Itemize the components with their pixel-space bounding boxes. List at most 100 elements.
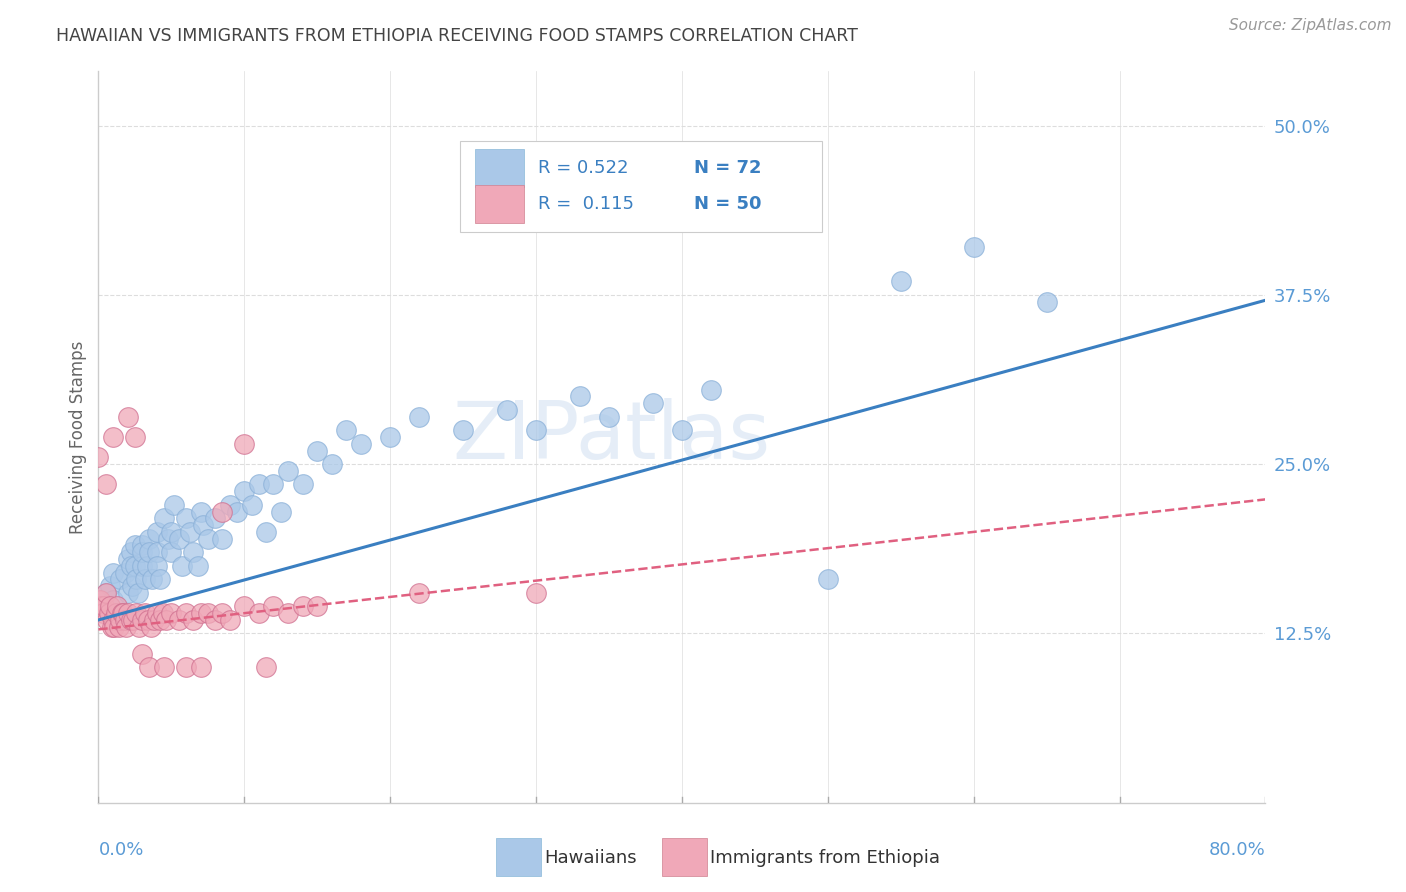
Point — [124, 538, 146, 552]
Point — [321, 457, 343, 471]
Point — [233, 599, 256, 614]
Point — [160, 524, 183, 539]
Point — [117, 586, 139, 600]
Y-axis label: Receiving Food Stamps: Receiving Food Stamps — [69, 341, 87, 533]
Point — [104, 606, 127, 620]
Point — [101, 566, 124, 580]
Point — [380, 430, 402, 444]
Point — [233, 437, 256, 451]
Point — [89, 592, 111, 607]
Point — [120, 613, 142, 627]
Point — [138, 660, 160, 674]
Point — [524, 586, 547, 600]
Point — [496, 403, 519, 417]
Point — [141, 572, 163, 586]
Point — [108, 620, 131, 634]
Point — [170, 558, 193, 573]
Point — [90, 599, 112, 614]
Point — [110, 572, 132, 586]
Point — [240, 498, 263, 512]
Point — [98, 579, 121, 593]
Point — [335, 423, 357, 437]
Point — [142, 613, 165, 627]
Point — [179, 524, 201, 539]
Point — [190, 660, 212, 674]
Point — [291, 477, 314, 491]
Point — [153, 660, 176, 674]
Point — [193, 518, 215, 533]
Point — [190, 505, 212, 519]
Point — [111, 606, 134, 620]
FancyBboxPatch shape — [460, 141, 823, 232]
Point — [254, 660, 277, 674]
Point — [350, 437, 373, 451]
Point — [110, 613, 132, 627]
Point — [117, 409, 139, 424]
Point — [111, 606, 134, 620]
Point — [254, 524, 277, 539]
Point — [174, 511, 197, 525]
Point — [101, 430, 124, 444]
Text: N = 72: N = 72 — [693, 159, 761, 177]
Point — [155, 613, 177, 627]
Point — [149, 572, 172, 586]
Point — [190, 606, 212, 620]
Point — [105, 599, 128, 614]
Point — [121, 579, 143, 593]
Point — [98, 599, 121, 614]
Point — [568, 389, 591, 403]
Point — [125, 606, 148, 620]
Point — [112, 606, 135, 620]
Point — [131, 613, 153, 627]
Point — [138, 545, 160, 559]
Point — [138, 532, 160, 546]
Point — [93, 599, 115, 614]
Point — [167, 532, 190, 546]
Point — [262, 599, 284, 614]
Point — [451, 423, 474, 437]
Point — [114, 566, 136, 580]
Text: Immigrants from Ethiopia: Immigrants from Ethiopia — [710, 849, 941, 867]
Point — [157, 532, 180, 546]
Text: Hawaiians: Hawaiians — [544, 849, 637, 867]
Point — [181, 613, 204, 627]
Point — [134, 606, 156, 620]
Point — [101, 613, 124, 627]
Point — [97, 606, 120, 620]
Point — [671, 423, 693, 437]
Point — [94, 477, 117, 491]
Point — [100, 620, 122, 634]
Point — [146, 558, 169, 573]
Point — [211, 606, 233, 620]
Point — [307, 443, 329, 458]
Point — [890, 274, 912, 288]
Point — [163, 498, 186, 512]
Point — [408, 409, 430, 424]
Point — [247, 606, 270, 620]
Point — [1035, 294, 1057, 309]
Point — [226, 505, 249, 519]
Point — [277, 606, 299, 620]
Point — [114, 613, 136, 627]
Point — [598, 409, 620, 424]
Point — [149, 613, 172, 627]
Text: HAWAIIAN VS IMMIGRANTS FROM ETHIOPIA RECEIVING FOOD STAMPS CORRELATION CHART: HAWAIIAN VS IMMIGRANTS FROM ETHIOPIA REC… — [56, 27, 858, 45]
Point — [134, 572, 156, 586]
Point — [91, 606, 114, 620]
Point — [211, 532, 233, 546]
Point — [94, 586, 117, 600]
Point — [128, 620, 150, 634]
Point — [101, 592, 124, 607]
Point — [96, 613, 118, 627]
Point — [291, 599, 314, 614]
FancyBboxPatch shape — [475, 149, 524, 187]
Point — [700, 383, 723, 397]
Point — [270, 505, 292, 519]
Point — [174, 606, 197, 620]
Point — [211, 505, 233, 519]
Point — [167, 613, 190, 627]
Point — [136, 613, 159, 627]
Point — [962, 240, 984, 254]
Point — [122, 613, 145, 627]
Point — [117, 606, 139, 620]
